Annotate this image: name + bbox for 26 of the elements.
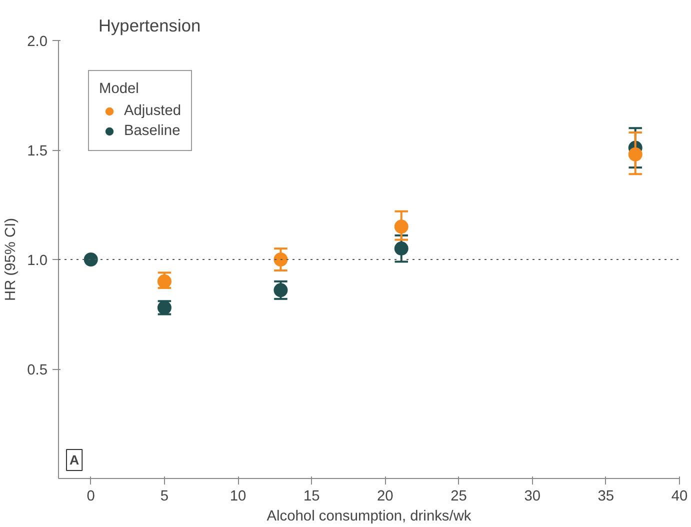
legend-label: Baseline (124, 123, 180, 139)
x-tick-label: 20 (377, 488, 394, 504)
x-tick-label: 40 (671, 488, 688, 504)
x-tick-label: 35 (598, 488, 614, 504)
x-tick-label: 10 (230, 488, 246, 504)
chart-title: Hypertension (98, 16, 201, 36)
y-axis-title: HR (95% CI) (3, 218, 20, 302)
point (394, 220, 408, 234)
legend-title: Model (99, 81, 140, 97)
x-axis-title: Alcohol consumption, drinks/wk (266, 508, 472, 524)
annotation: A (70, 452, 80, 468)
x-tick-label: 5 (160, 488, 169, 504)
y-tick-label: 1.5 (27, 144, 48, 160)
point (84, 252, 98, 266)
x-tick-label: 15 (303, 488, 320, 504)
x-tick-label: 25 (450, 488, 467, 504)
x-tick-label: 0 (86, 488, 95, 504)
point (274, 252, 288, 266)
x-tick-label: 30 (524, 488, 541, 504)
point (394, 242, 408, 256)
point (628, 147, 642, 162)
y-tick-label: 0.5 (27, 362, 48, 378)
y-tick-label: 1.0 (27, 253, 48, 269)
point (274, 283, 288, 298)
y-tick-label: 2.0 (27, 34, 48, 50)
legend-label: Adjusted (124, 103, 182, 119)
